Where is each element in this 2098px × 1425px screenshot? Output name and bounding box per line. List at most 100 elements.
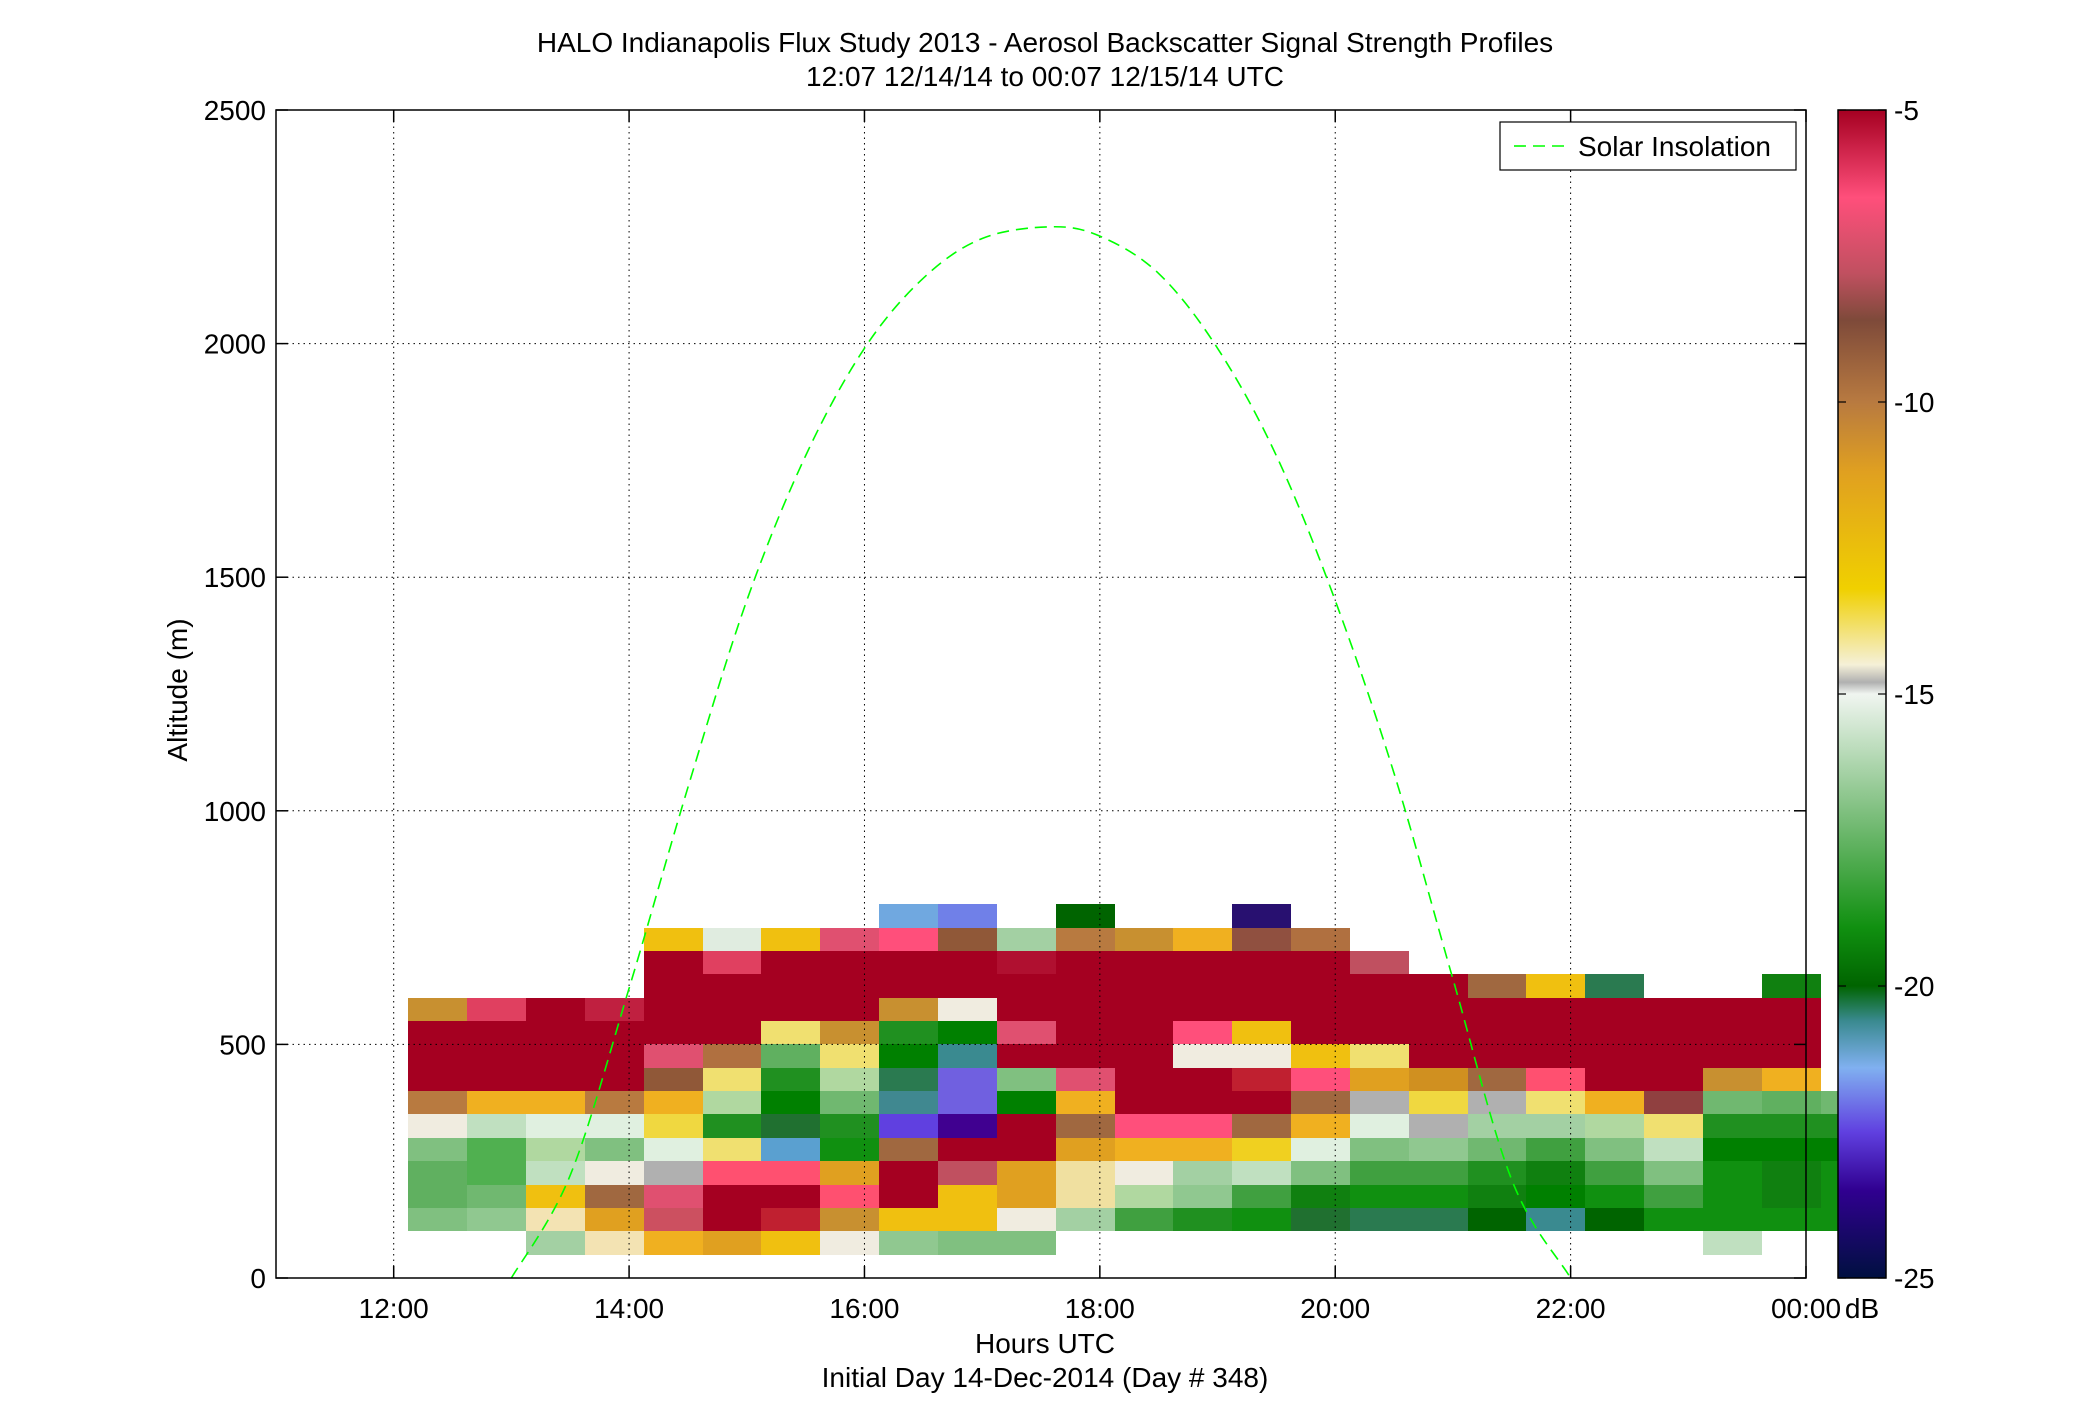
- heatmap-cell: [1232, 951, 1291, 974]
- x-tick-label: 14:00: [594, 1293, 664, 1324]
- heatmap-cell: [703, 1068, 761, 1091]
- heatmap-cell: [703, 1044, 761, 1068]
- heatmap-cell: [467, 1185, 526, 1208]
- heatmap-cell: [467, 1161, 526, 1185]
- y-tick-label: 1000: [204, 796, 266, 827]
- heatmap-cell: [526, 998, 585, 1021]
- heatmap-cell: [644, 1208, 703, 1231]
- heatmap-cell: [703, 1114, 761, 1138]
- heatmap-cell: [1173, 974, 1232, 998]
- heatmap-cell: [703, 974, 761, 998]
- heatmap-cell: [1291, 974, 1350, 998]
- heatmap-cell: [467, 1091, 526, 1114]
- heatmap-cell: [1056, 1208, 1115, 1231]
- heatmap-cell: [644, 928, 703, 951]
- heatmap-cell: [1350, 1161, 1409, 1185]
- x-tick-label: 16:00: [829, 1293, 899, 1324]
- heatmap-cell: [997, 1021, 1056, 1044]
- heatmap-cell: [879, 1231, 938, 1255]
- heatmap-cell: [997, 1068, 1056, 1091]
- heatmap-cell: [938, 1114, 997, 1138]
- heatmap-cell: [1291, 951, 1350, 974]
- heatmap-cell: [1644, 1021, 1703, 1044]
- heatmap-cell: [1291, 998, 1350, 1021]
- heatmap-cell: [644, 1114, 703, 1138]
- heatmap-cell: [1526, 1091, 1585, 1114]
- heatmap-cell: [408, 1068, 467, 1091]
- heatmap-cell: [1468, 1208, 1526, 1231]
- heatmap-cell: [644, 951, 703, 974]
- heatmap-cell: [703, 951, 761, 974]
- heatmap-cell: [585, 1068, 644, 1091]
- heatmap-cell: [1350, 951, 1409, 974]
- heatmap-cell: [703, 1185, 761, 1208]
- heatmap-cell: [408, 1021, 467, 1044]
- heatmap-cell: [1644, 1114, 1703, 1138]
- colorbar-tick-label: -25: [1894, 1263, 1934, 1294]
- colorbar: -5 -10 -15 -20 -25 dB: [1837, 95, 1934, 1324]
- heatmap-cell: [820, 1138, 879, 1161]
- heatmap-cell: [1762, 1021, 1821, 1044]
- heatmap-cell: [1468, 1161, 1526, 1185]
- heatmap-cell: [585, 1138, 644, 1161]
- heatmap-cell: [820, 1161, 879, 1185]
- heatmap-cell: [1644, 1044, 1703, 1068]
- heatmap-cell: [1350, 1138, 1409, 1161]
- y-tick-label: 2000: [204, 329, 266, 360]
- heatmap-cell: [1409, 998, 1468, 1021]
- chart-subtitle: 12:07 12/14/14 to 00:07 12/15/14 UTC: [806, 61, 1284, 92]
- heatmap-cell: [938, 1208, 997, 1231]
- heatmap-cell: [1173, 1021, 1232, 1044]
- heatmap-cell: [938, 974, 997, 998]
- heatmap-cell: [879, 1114, 938, 1138]
- heatmap-cell: [997, 1161, 1056, 1185]
- heatmap-cell: [1056, 998, 1115, 1021]
- y-tick-label: 0: [250, 1263, 266, 1294]
- x-tick-label: 20:00: [1300, 1293, 1370, 1324]
- heatmap-cell: [879, 1068, 938, 1091]
- heatmap-cell: [644, 1231, 703, 1255]
- heatmap-cell: [820, 1091, 879, 1114]
- heatmap-cell: [879, 1044, 938, 1068]
- heatmap-cell: [1115, 974, 1173, 998]
- heatmap-cell: [644, 1138, 703, 1161]
- heatmap-cell: [703, 1161, 761, 1185]
- heatmap-cell: [1173, 928, 1232, 951]
- y-axis-label: Altitude (m): [162, 618, 193, 761]
- heatmap-cell: [1232, 974, 1291, 998]
- heatmap-cell: [1409, 1091, 1468, 1114]
- heatmap-cell: [1056, 904, 1115, 928]
- heatmap-cell: [879, 928, 938, 951]
- heatmap-cell: [1409, 1021, 1468, 1044]
- heatmap-cell: [1526, 1208, 1585, 1231]
- heatmap-cell: [526, 1231, 585, 1255]
- heatmap-cell: [997, 974, 1056, 998]
- heatmap-cell: [1703, 1021, 1762, 1044]
- heatmap-cell: [1585, 1021, 1644, 1044]
- heatmap-cell: [938, 1044, 997, 1068]
- heatmap-cell: [1115, 951, 1173, 974]
- heatmap-cell: [1409, 1068, 1468, 1091]
- heatmap-cell: [467, 998, 526, 1021]
- heatmap-cell: [938, 904, 997, 928]
- heatmap-cell: [1526, 1185, 1585, 1208]
- heatmap-cell: [1056, 928, 1115, 951]
- heatmap-cell: [1762, 1044, 1821, 1068]
- heatmap-cell: [1762, 1114, 1821, 1138]
- legend-box: [1499, 121, 1797, 171]
- heatmap-cell: [879, 1208, 938, 1231]
- heatmap-cell: [997, 998, 1056, 1021]
- heatmap-cell: [1468, 1138, 1526, 1161]
- heatmap-cell: [1173, 1068, 1232, 1091]
- heatmap-cell: [1173, 1161, 1232, 1185]
- heatmap-cell: [1644, 1185, 1703, 1208]
- heatmap-cell: [1585, 1161, 1644, 1185]
- heatmap-cell: [1173, 1185, 1232, 1208]
- heatmap-cell: [761, 951, 820, 974]
- heatmap-cell: [761, 928, 820, 951]
- heatmap-cell: [761, 1185, 820, 1208]
- heatmap-cell: [1115, 1208, 1173, 1231]
- x-tick-label: 18:00: [1065, 1293, 1135, 1324]
- heatmap-cell: [1762, 1068, 1821, 1091]
